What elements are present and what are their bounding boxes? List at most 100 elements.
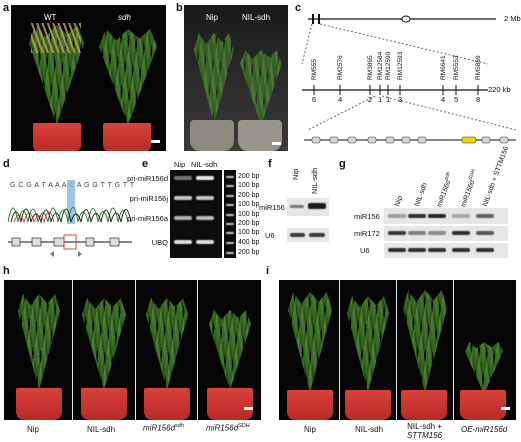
panel-b-photo: Nip NIL-sdh: [184, 5, 288, 151]
recombinant-count: 1: [386, 95, 391, 104]
f-row-mir156: miR156: [259, 203, 285, 212]
blot-band: [408, 214, 426, 218]
gel-band: [174, 216, 192, 220]
panel-label-i: i: [266, 265, 270, 277]
gel-band: [196, 216, 214, 220]
scale-bar: [151, 140, 160, 143]
panel-c-map: [301, 14, 517, 144]
blot-band: [452, 248, 470, 252]
ladder-band: [226, 223, 234, 225]
panel-g-blot-mir172: [384, 226, 508, 241]
marker-rm5869: RM5869: [475, 55, 482, 80]
h-label-mir156d-sdh-cap: miR156dSDH: [206, 423, 250, 433]
ladder-band: [226, 214, 234, 216]
e-row-label: pri-miR156a: [127, 214, 168, 223]
gene-box: [499, 136, 509, 144]
gel-band: [174, 240, 192, 244]
blot-band: [388, 214, 406, 218]
gene-box: [481, 136, 491, 144]
ladder-label: 100 bp: [238, 211, 260, 218]
band: [290, 205, 304, 208]
blot-band: [428, 214, 446, 218]
recombinant-count: 5: [454, 95, 459, 104]
chromatogram: [8, 207, 132, 224]
gel-band: [196, 176, 214, 180]
panel-label-a: a: [3, 2, 10, 14]
marker-rm12584: RM12584: [377, 51, 384, 80]
f-col-nip: Nip: [291, 168, 300, 180]
ladder-band: [226, 242, 234, 244]
gene-box: [367, 136, 377, 144]
gene-box: [385, 136, 395, 144]
blot-band: [428, 231, 446, 235]
marker-rm5553: RM5553: [453, 55, 460, 80]
ladder-band: [226, 204, 234, 206]
marker-rm12593: RM12593: [397, 51, 404, 80]
scale-bar: [244, 407, 253, 410]
panel-label-c: c: [295, 2, 302, 14]
ladder-band: [226, 252, 234, 254]
blot-band: [388, 248, 406, 252]
panel-label-h: h: [3, 265, 10, 277]
marker-rm3865: RM3865: [367, 55, 374, 80]
f-row-u6: U6: [265, 231, 275, 240]
scale-220kb: 220 kb: [488, 85, 511, 94]
panel-label-b: b: [176, 2, 183, 14]
ladder-band: [226, 232, 234, 234]
ladder-label: 200 bp: [238, 173, 260, 180]
scale-2mb: 2 Mb: [504, 14, 521, 23]
gel-band: [174, 196, 192, 200]
recombinant-count: 4: [441, 95, 446, 104]
ladder-label: 100 bp: [238, 229, 260, 236]
blot-band: [388, 231, 406, 235]
gene-box: [347, 136, 357, 144]
nil-sdh-label: NIL-sdh: [242, 13, 271, 22]
sdh-label: sdh: [118, 13, 131, 22]
panel-i-photo: [279, 280, 516, 420]
blot-band: [476, 231, 494, 235]
marker-rm6641: RM6641: [440, 55, 447, 80]
ladder-label: 400 bp: [238, 239, 260, 246]
gel-band: [196, 196, 214, 200]
gel-band: [174, 176, 192, 180]
i-label-nip: Nip: [304, 425, 317, 434]
centromere: [401, 15, 411, 23]
e-col-nip: Nip: [174, 160, 186, 169]
ladder-label: 200 bp: [238, 220, 260, 227]
panel-a-photo: WT sdh: [11, 5, 166, 151]
i-label-oe: OE-miR156d: [461, 425, 508, 434]
gene-box: [401, 136, 411, 144]
panel-g-blot-u6: [384, 243, 508, 258]
blot-band: [476, 248, 494, 252]
gene-structure: [8, 234, 132, 257]
band: [308, 203, 326, 209]
e-row-label: UBQ: [151, 238, 168, 247]
band: [290, 233, 305, 237]
panel-label-g: g: [339, 158, 346, 170]
snp-highlight: [67, 180, 75, 224]
ladder-label: 100 bp: [238, 182, 260, 189]
h-label-mir156d-sdh: miR156dsdh: [143, 423, 184, 433]
nip-label: Nip: [206, 13, 219, 22]
i-label-nil: NIL-sdh: [355, 425, 384, 434]
h-label-nip: Nip: [27, 425, 40, 434]
blot-band: [452, 231, 470, 235]
recombinant-count: 3: [398, 95, 403, 104]
g-col-label: miR156dSDH: [460, 168, 477, 209]
wt-label: WT: [44, 13, 57, 22]
candidate-gene: [461, 136, 477, 144]
blot-band: [452, 214, 470, 218]
g-col-label: NIL-sdh: [414, 181, 429, 208]
recombinant-count: 4: [338, 95, 343, 104]
panel-label-d: d: [3, 158, 10, 170]
e-row-label: pri-miR156j: [129, 194, 168, 203]
panel-g-blot-mir156: [384, 208, 508, 224]
blot-band: [408, 248, 426, 252]
recombinant-count: 6: [312, 95, 317, 104]
e-col-nil: NIL-sdh: [191, 160, 218, 169]
scale-bar: [272, 142, 281, 145]
blot-band: [408, 231, 426, 235]
panel-label-f: f: [268, 158, 272, 170]
recombinant-count: 1: [378, 95, 383, 104]
scale-bar: [501, 407, 510, 410]
